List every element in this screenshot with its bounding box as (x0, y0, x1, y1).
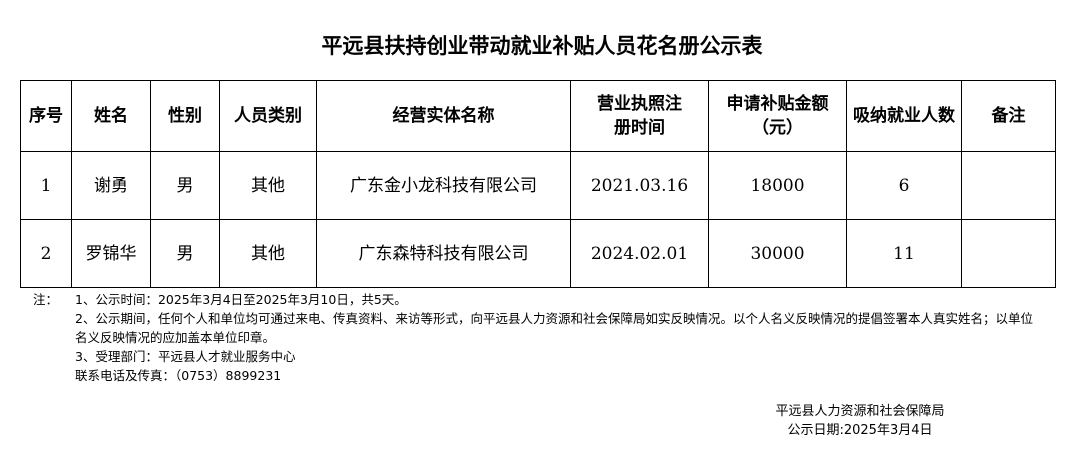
header-amount-text: 申请补贴金额（元） (726, 94, 829, 138)
header-row: 序号 姓名 性别 人员类别 经营实体名称 营业执照注册时间 申请补贴金额（元） … (20, 80, 1056, 152)
cell-amount: 30000 (708, 219, 847, 288)
header-reg-date: 营业执照注册时间 (570, 80, 709, 152)
cell-employed: 6 (846, 151, 962, 220)
cell-remark (961, 219, 1056, 288)
header-remark: 备注 (961, 80, 1056, 152)
table-row: 1 谢勇 男 其他 广东金小龙科技有限公司 2021.03.16 18000 6 (20, 151, 1056, 220)
notes-label: 注： (33, 292, 59, 307)
cell-employed: 11 (846, 219, 962, 288)
note-line: 2、公示期间，任何个人和单位均可通过来电、传真资料、来访等形式，向平远县人力资源… (75, 311, 1033, 345)
header-index: 序号 (20, 80, 72, 152)
header-reg-date-text: 营业执照注册时间 (597, 94, 682, 138)
cell-name: 谢勇 (71, 151, 151, 220)
cell-gender: 男 (150, 219, 220, 288)
note-line: 1、公示时间：2025年3月4日至2025年3月10日，共5天。 (75, 292, 407, 307)
header-category: 人员类别 (219, 80, 317, 152)
cell-index: 2 (20, 219, 72, 288)
roster-table: 序号 姓名 性别 人员类别 经营实体名称 营业执照注册时间 申请补贴金额（元） … (20, 80, 1056, 288)
header-entity: 经营实体名称 (316, 80, 571, 152)
table-row: 2 罗锦华 男 其他 广东森特科技有限公司 2024.02.01 30000 1… (20, 219, 1056, 288)
signature-date: 公示日期:2025年3月4日 (787, 423, 933, 438)
header-employed-text: 吸纳就业人数 (853, 106, 955, 126)
page-title: 平远县扶持创业带动就业补贴人员花名册公示表 (321, 33, 763, 58)
cell-reg-date: 2024.02.01 (570, 219, 709, 288)
cell-index: 1 (20, 151, 72, 220)
cell-reg-date: 2021.03.16 (570, 151, 709, 220)
signature-org: 平远县人力资源和社会保障局 (775, 404, 945, 419)
header-employed: 吸纳就业人数 (846, 80, 962, 152)
cell-entity: 广东森特科技有限公司 (316, 219, 571, 288)
cell-category: 其他 (219, 151, 317, 220)
note-line: 联系电话及传真：（0753）8899231 (75, 368, 282, 383)
note-line: 3、受理部门：平远县人才就业服务中心 (75, 349, 296, 364)
notes: 注： 1、公示时间：2025年3月4日至2025年3月10日，共5天。 2、公示… (33, 290, 1045, 385)
cell-name: 罗锦华 (71, 219, 151, 288)
signature: 平远县人力资源和社会保障局 公示日期:2025年3月4日 (740, 402, 980, 440)
cell-remark (961, 151, 1056, 220)
header-name: 姓名 (71, 80, 151, 152)
cell-entity: 广东金小龙科技有限公司 (316, 151, 571, 220)
header-gender: 性别 (150, 80, 220, 152)
cell-category: 其他 (219, 219, 317, 288)
cell-gender: 男 (150, 151, 220, 220)
header-amount: 申请补贴金额（元） (708, 80, 847, 152)
cell-amount: 18000 (708, 151, 847, 220)
